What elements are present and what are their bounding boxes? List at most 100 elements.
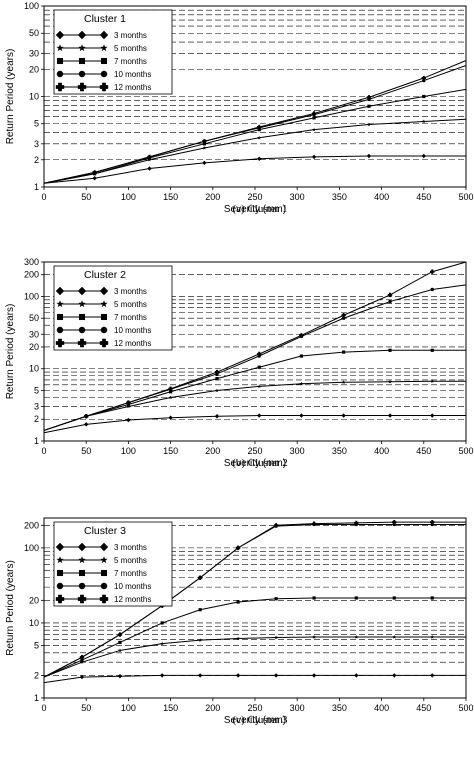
y-tick-label: 100 [24, 1, 39, 11]
x-tick-label: 450 [416, 446, 431, 456]
data-point [118, 640, 122, 645]
legend-label: 3 months [114, 543, 147, 552]
y-tick-label: 30 [29, 329, 39, 339]
data-point [274, 597, 278, 601]
x-tick-label: 500 [458, 192, 473, 202]
legend: Cluster 1 3 months 5 months 7 months 10 mont… [53, 9, 173, 95]
legend-marker [56, 57, 64, 65]
legend-marker [77, 594, 87, 604]
data-point [312, 596, 316, 600]
data-point [299, 413, 304, 418]
x-tick-label: 250 [247, 703, 262, 713]
x-tick-label: 400 [374, 192, 389, 202]
series-line-2 [43, 380, 466, 431]
data-point [80, 660, 84, 664]
data-point [257, 156, 262, 161]
data-point [80, 658, 84, 662]
panel-caption: (a) Cluster 1 [233, 203, 288, 215]
legend-marker [99, 82, 109, 92]
data-point [311, 154, 317, 160]
data-point [311, 673, 317, 678]
data-point [422, 94, 426, 99]
y-axis-label: Return Period (years) [5, 304, 16, 400]
legend-marker [77, 286, 87, 296]
data-point [354, 596, 358, 600]
data-point [354, 673, 359, 678]
series-line-5 [43, 521, 466, 678]
y-tick-label: 50 [29, 28, 39, 38]
x-tick-label: 200 [205, 192, 220, 202]
x-tick-label: 450 [416, 703, 431, 713]
legend-marker [99, 594, 109, 604]
y-tick-label: 200 [24, 270, 39, 280]
legend-marker [56, 326, 64, 334]
legend-marker [56, 569, 64, 577]
legend-marker [78, 582, 86, 590]
data-point [388, 348, 392, 352]
data-point [168, 395, 173, 400]
data-point [168, 415, 173, 420]
x-tick-label: 200 [205, 446, 220, 456]
y-tick-label: 1 [34, 693, 39, 703]
data-point [387, 292, 393, 298]
chart-panel-2: 0 50 100 150 200 250 300 350 400 450 500 1 2 3 5 10 20 30… [5, 257, 474, 469]
data-point [430, 596, 434, 600]
data-point [311, 521, 317, 526]
legend-marker [100, 70, 108, 78]
data-point [215, 377, 219, 381]
data-point [79, 674, 85, 680]
legend-box [53, 521, 173, 607]
legend-marker [78, 57, 86, 65]
data-point [387, 413, 393, 418]
data-point [202, 139, 207, 144]
data-point [311, 111, 317, 116]
data-point [202, 142, 206, 146]
data-point [236, 600, 240, 604]
y-tick-label: 1 [34, 182, 39, 192]
x-tick-label: 0 [41, 703, 46, 713]
y-tick-label: 3 [34, 139, 39, 149]
series-line-3 [43, 597, 466, 678]
data-point [392, 519, 397, 525]
data-point [421, 119, 426, 124]
data-point [366, 153, 372, 159]
legend-title: Cluster 1 [84, 13, 126, 25]
data-point [79, 654, 85, 660]
x-tick-label: 0 [41, 192, 46, 202]
legend-marker [99, 286, 109, 296]
legend-label: 10 months [114, 326, 151, 335]
y-tick-label: 300 [24, 257, 39, 267]
legend-marker [55, 542, 65, 552]
data-point [421, 153, 426, 159]
x-tick-label: 50 [81, 703, 91, 713]
legend-marker [100, 44, 108, 52]
y-tick-label: 10 [29, 364, 39, 374]
legend-marker [100, 569, 108, 577]
y-tick-label: 1 [34, 436, 39, 446]
legend-marker [78, 556, 86, 564]
legend-box [53, 9, 173, 95]
x-tick-label: 300 [290, 192, 305, 202]
data-point [257, 351, 262, 357]
data-point [392, 596, 396, 600]
data-point [235, 673, 241, 678]
x-tick-label: 300 [290, 703, 305, 713]
legend-marker [100, 326, 108, 334]
data-point [215, 388, 219, 393]
data-point [430, 673, 435, 678]
data-point [273, 523, 279, 528]
legend: Cluster 2 3 months 5 months 7 months 10 mont… [53, 265, 173, 351]
data-point [430, 413, 435, 418]
legend-marker [56, 313, 64, 321]
y-tick-label: 30 [29, 48, 39, 58]
panel-caption: (c) Cluster 3 [233, 714, 288, 726]
data-point [367, 104, 371, 108]
data-point [430, 519, 435, 525]
data-point [147, 157, 152, 162]
data-point [214, 414, 220, 419]
data-point [160, 621, 164, 625]
x-tick-label: 150 [163, 446, 178, 456]
x-tick-label: 250 [247, 192, 262, 202]
y-tick-label: 5 [34, 641, 39, 651]
data-point [388, 379, 392, 384]
